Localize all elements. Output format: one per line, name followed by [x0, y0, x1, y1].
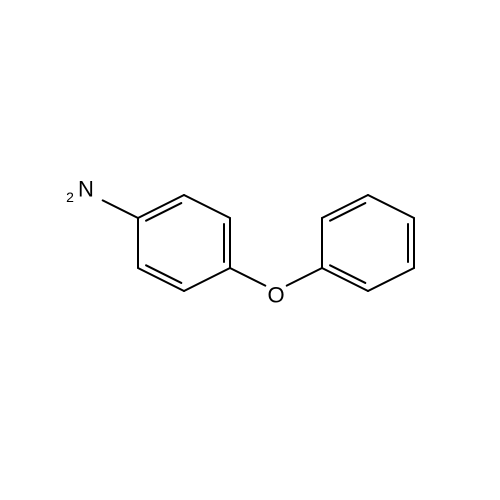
- atom-labels-group: 2 N O: [66, 177, 284, 308]
- bond-C5-C6: [138, 268, 184, 291]
- bond-C8-C9: [368, 268, 414, 291]
- bond-C2-C3: [184, 195, 230, 218]
- amine-N-label: N: [78, 177, 94, 202]
- bond-C11-C12: [322, 195, 368, 218]
- chemical-structure-diagram: 2 N O: [0, 0, 500, 500]
- bonds-group: [103, 195, 414, 291]
- bond-N-C1: [103, 200, 138, 218]
- bond-O-C7: [287, 268, 322, 286]
- bond-C4-O: [230, 268, 265, 286]
- bond-C1-C2: [138, 195, 184, 218]
- bond-C4-C5: [184, 268, 230, 291]
- ether-O-label: O: [267, 283, 284, 308]
- bond-C10-C11: [368, 195, 414, 218]
- molecule-svg: 2 N O: [0, 0, 500, 500]
- bond-C7-C8: [322, 268, 368, 291]
- amine-2-subscript: 2: [66, 189, 74, 205]
